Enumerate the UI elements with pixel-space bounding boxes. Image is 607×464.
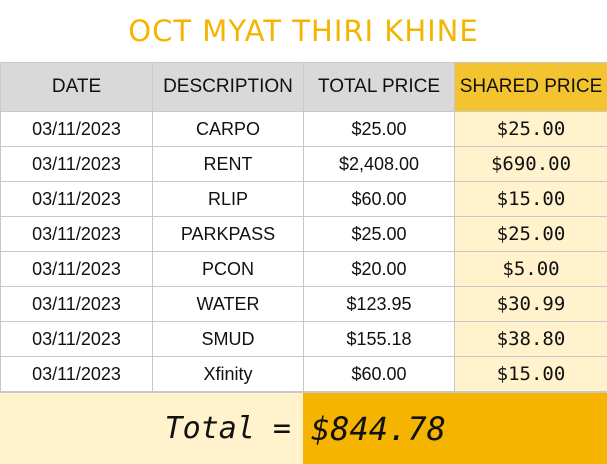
cell-date[interactable]: 03/11/2023 bbox=[1, 217, 153, 252]
cell-total-price[interactable]: $25.00 bbox=[304, 217, 455, 252]
cell-date[interactable]: 03/11/2023 bbox=[1, 252, 153, 287]
table-row: 03/11/2023 RENT $2,408.00 $690.00 bbox=[1, 147, 607, 182]
header-total-price[interactable]: TOTAL PRICE bbox=[304, 63, 455, 112]
cell-total-price[interactable]: $20.00 bbox=[304, 252, 455, 287]
total-value[interactable]: $844.78 bbox=[303, 393, 607, 464]
cell-description[interactable]: PCON bbox=[153, 252, 304, 287]
cell-description[interactable]: RENT bbox=[153, 147, 304, 182]
cell-total-price[interactable]: $123.95 bbox=[304, 287, 455, 322]
cell-date[interactable]: 03/11/2023 bbox=[1, 357, 153, 392]
cell-date[interactable]: 03/11/2023 bbox=[1, 182, 153, 217]
cell-date[interactable]: 03/11/2023 bbox=[1, 287, 153, 322]
table-row: 03/11/2023 PCON $20.00 $5.00 bbox=[1, 252, 607, 287]
cell-date[interactable]: 03/11/2023 bbox=[1, 147, 153, 182]
cell-shared-price[interactable]: $15.00 bbox=[455, 357, 607, 392]
cell-description[interactable]: WATER bbox=[153, 287, 304, 322]
cell-shared-price[interactable]: $25.00 bbox=[455, 112, 607, 147]
cell-date[interactable]: 03/11/2023 bbox=[1, 322, 153, 357]
table-row: 03/11/2023 RLIP $60.00 $15.00 bbox=[1, 182, 607, 217]
table-row: 03/11/2023 Xfinity $60.00 $15.00 bbox=[1, 357, 607, 392]
cell-description[interactable]: PARKPASS bbox=[153, 217, 304, 252]
total-row: Total = $844.78 bbox=[0, 392, 607, 464]
cell-description[interactable]: CARPO bbox=[153, 112, 304, 147]
cell-total-price[interactable]: $60.00 bbox=[304, 182, 455, 217]
cell-total-price[interactable]: $2,408.00 bbox=[304, 147, 455, 182]
cell-total-price[interactable]: $60.00 bbox=[304, 357, 455, 392]
header-date[interactable]: DATE bbox=[1, 63, 153, 112]
cell-description[interactable]: Xfinity bbox=[153, 357, 304, 392]
header-shared-price[interactable]: SHARED PRICE bbox=[455, 63, 607, 112]
cell-description[interactable]: SMUD bbox=[153, 322, 304, 357]
cell-total-price[interactable]: $25.00 bbox=[304, 112, 455, 147]
cell-shared-price[interactable]: $5.00 bbox=[455, 252, 607, 287]
sheet-title[interactable]: OCT MYAT THIRI KHINE bbox=[0, 0, 607, 63]
header-description[interactable]: DESCRIPTION bbox=[153, 63, 304, 112]
cell-shared-price[interactable]: $30.99 bbox=[455, 287, 607, 322]
cell-shared-price[interactable]: $690.00 bbox=[455, 147, 607, 182]
header-row: DATE DESCRIPTION TOTAL PRICE SHARED PRIC… bbox=[1, 63, 607, 112]
expense-table: DATE DESCRIPTION TOTAL PRICE SHARED PRIC… bbox=[0, 62, 607, 392]
cell-date[interactable]: 03/11/2023 bbox=[1, 112, 153, 147]
table-row: 03/11/2023 SMUD $155.18 $38.80 bbox=[1, 322, 607, 357]
table-row: 03/11/2023 CARPO $25.00 $25.00 bbox=[1, 112, 607, 147]
cell-shared-price[interactable]: $25.00 bbox=[455, 217, 607, 252]
cell-total-price[interactable]: $155.18 bbox=[304, 322, 455, 357]
total-label[interactable]: Total = bbox=[0, 393, 303, 464]
table-row: 03/11/2023 WATER $123.95 $30.99 bbox=[1, 287, 607, 322]
cell-description[interactable]: RLIP bbox=[153, 182, 304, 217]
table-row: 03/11/2023 PARKPASS $25.00 $25.00 bbox=[1, 217, 607, 252]
cell-shared-price[interactable]: $15.00 bbox=[455, 182, 607, 217]
cell-shared-price[interactable]: $38.80 bbox=[455, 322, 607, 357]
